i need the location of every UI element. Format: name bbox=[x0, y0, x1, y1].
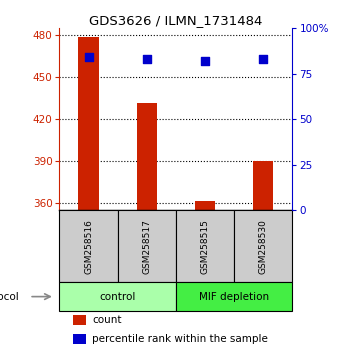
Point bbox=[202, 58, 208, 64]
Bar bbox=[234, 210, 292, 282]
Bar bbox=[59, 210, 118, 282]
Point bbox=[144, 56, 150, 62]
Bar bbox=[137, 103, 157, 210]
Text: GSM258515: GSM258515 bbox=[201, 219, 209, 274]
Text: GSM258516: GSM258516 bbox=[84, 219, 93, 274]
Text: control: control bbox=[100, 292, 136, 302]
Bar bbox=[73, 334, 86, 344]
Bar bbox=[118, 210, 176, 282]
Bar bbox=[79, 37, 99, 210]
Bar bbox=[176, 210, 234, 282]
Title: GDS3626 / ILMN_1731484: GDS3626 / ILMN_1731484 bbox=[89, 14, 262, 27]
Bar bbox=[195, 201, 215, 210]
Text: count: count bbox=[92, 315, 122, 325]
Text: protocol: protocol bbox=[0, 292, 19, 302]
Text: GSM258530: GSM258530 bbox=[259, 219, 268, 274]
Text: GSM258517: GSM258517 bbox=[142, 219, 151, 274]
Text: MIF depletion: MIF depletion bbox=[199, 292, 269, 302]
Bar bbox=[253, 161, 273, 210]
Bar bbox=[176, 282, 292, 311]
Bar bbox=[59, 282, 176, 311]
Text: percentile rank within the sample: percentile rank within the sample bbox=[92, 334, 268, 344]
Point bbox=[86, 55, 91, 60]
Point bbox=[260, 56, 266, 62]
Bar bbox=[73, 315, 86, 325]
